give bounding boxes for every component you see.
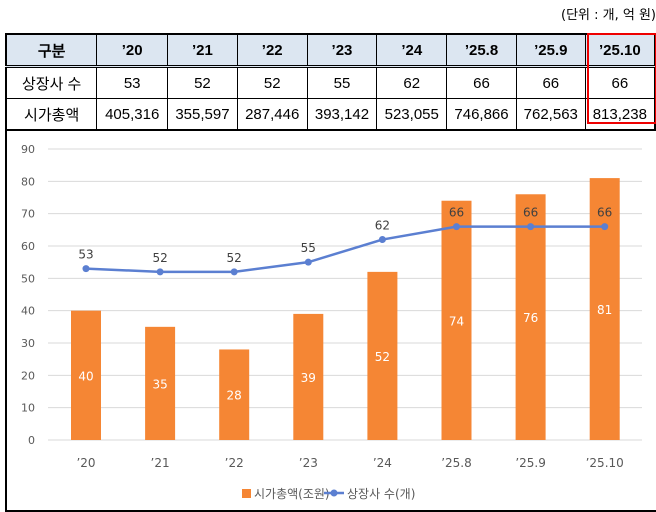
table-cell: ’23 xyxy=(306,33,378,68)
table-cell: 405,316 xyxy=(96,98,169,131)
legend-line-label: 상장사 수(개) xyxy=(347,487,415,501)
y-tick-label: 80 xyxy=(21,175,35,188)
bar xyxy=(293,313,324,440)
x-tick-label: ’25.9 xyxy=(515,456,546,470)
line-data-label: 66 xyxy=(449,206,464,220)
y-tick-label: 20 xyxy=(21,369,35,382)
y-tick-label: 50 xyxy=(21,272,35,285)
table-cell: 762,563 xyxy=(515,98,586,131)
y-tick-label: 10 xyxy=(21,402,35,415)
line-data-label: 66 xyxy=(523,206,538,220)
table-cell: 52 xyxy=(167,66,238,99)
y-tick-label: 70 xyxy=(21,208,35,221)
line-point xyxy=(82,265,90,273)
line-point xyxy=(230,268,238,276)
x-tick-label: ’24 xyxy=(373,456,392,470)
line-point xyxy=(156,268,164,276)
table-row: 시가총액 405,316 355,597 287,446 393,142 523,055 7… xyxy=(5,98,656,131)
bar-data-label: 81 xyxy=(597,303,612,317)
row-label: 시가총액 xyxy=(5,98,98,131)
bar-data-label: 28 xyxy=(227,389,242,403)
table-cell: ’25.8 xyxy=(446,33,517,68)
legend-bar-swatch xyxy=(242,489,251,498)
line-point xyxy=(527,223,535,231)
line-data-label: 66 xyxy=(597,206,612,220)
bar-data-label: 39 xyxy=(301,371,316,385)
y-tick-label: 90 xyxy=(21,143,35,156)
legend-line-marker xyxy=(330,489,338,497)
table-cell: 52 xyxy=(236,66,308,99)
table-cell: 355,597 xyxy=(167,98,238,131)
line-point xyxy=(453,223,460,231)
x-tick-label: ’25.8 xyxy=(441,456,472,470)
table-header-row: 구분 ’20’21’22’23’24’25.8’25.9’25.10 xyxy=(5,33,656,68)
line-point xyxy=(378,236,386,244)
x-tick-label: ’23 xyxy=(299,456,318,470)
bar xyxy=(589,178,620,440)
bar-data-label: 35 xyxy=(152,377,167,391)
table-cell: 813,238 xyxy=(584,98,656,131)
line-series xyxy=(85,225,605,274)
table-cell: 746,866 xyxy=(446,98,517,131)
legend-bar-label: 시가총액(조원) xyxy=(254,487,330,501)
table-cell: ’25.10 xyxy=(584,33,656,68)
summary-table: 구분 ’20’21’22’23’24’25.8’25.9’25.10 상장사 수 53… xyxy=(5,33,656,131)
table-cell: 287,446 xyxy=(236,98,308,131)
chart-area xyxy=(5,124,656,512)
y-tick-label: 30 xyxy=(21,337,35,350)
bar xyxy=(367,271,398,440)
table-cell: 66 xyxy=(584,66,656,99)
x-tick-label: ’21 xyxy=(151,456,170,470)
bar-data-label: 52 xyxy=(375,350,390,364)
x-tick-label: ’25.10 xyxy=(586,456,624,470)
x-tick-label: ’22 xyxy=(225,456,244,470)
y-tick-label: 60 xyxy=(21,240,35,253)
line-data-label: 52 xyxy=(227,251,242,265)
bar xyxy=(441,200,472,440)
line-point xyxy=(601,223,609,231)
line-data-label: 55 xyxy=(301,241,316,255)
row-label: 구분 xyxy=(5,33,98,68)
table-cell: ’25.9 xyxy=(515,33,586,68)
table-row: 상장사 수 53 52 52 55 62 66 66 66 xyxy=(5,66,656,99)
line-data-label: 52 xyxy=(152,251,167,265)
y-tick-label: 0 xyxy=(28,434,35,447)
table-cell: ’20 xyxy=(96,33,169,68)
table-cell: 66 xyxy=(515,66,586,99)
bar xyxy=(219,349,250,440)
bar xyxy=(71,310,101,440)
line-point xyxy=(304,258,312,266)
line-data-label: 62 xyxy=(375,219,390,233)
bar xyxy=(145,326,176,440)
row-label: 상장사 수 xyxy=(5,66,98,99)
table-cell: 523,055 xyxy=(376,98,448,131)
table-cell: 393,142 xyxy=(306,98,378,131)
x-tick-label: ’20 xyxy=(76,456,95,470)
bar-data-label: 76 xyxy=(523,311,538,325)
table-cell: 53 xyxy=(96,66,169,99)
bar-data-label: 40 xyxy=(78,369,93,383)
table-cell: 55 xyxy=(306,66,378,99)
table-cell: ’24 xyxy=(376,33,448,68)
bar xyxy=(515,194,546,440)
unit-note: (단위 : 개, 억 원) xyxy=(561,8,656,23)
line-data-label: 53 xyxy=(78,248,93,262)
table-cell: 66 xyxy=(446,66,517,99)
table-cell: ’22 xyxy=(236,33,308,68)
table-cell: 62 xyxy=(376,66,448,99)
bar-data-label: 74 xyxy=(449,314,464,328)
y-tick-label: 40 xyxy=(21,305,35,318)
